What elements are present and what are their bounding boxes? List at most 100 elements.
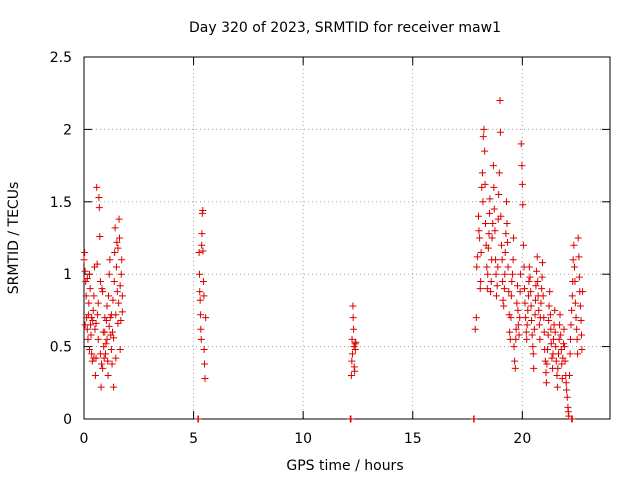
data-point bbox=[560, 325, 568, 333]
data-point bbox=[576, 302, 584, 310]
data-point bbox=[97, 383, 105, 391]
data-point bbox=[481, 180, 489, 188]
data-point bbox=[485, 209, 493, 217]
data-point bbox=[574, 350, 582, 358]
data-point bbox=[479, 198, 487, 206]
data-point bbox=[479, 133, 487, 141]
data-point bbox=[495, 169, 503, 177]
data-point bbox=[198, 241, 206, 249]
data-point bbox=[98, 360, 106, 368]
data-point bbox=[535, 321, 543, 329]
data-point bbox=[348, 357, 356, 365]
data-point bbox=[197, 335, 205, 343]
data-point bbox=[560, 340, 568, 348]
data-point bbox=[507, 314, 515, 322]
data-point bbox=[102, 317, 110, 325]
data-point bbox=[525, 263, 533, 271]
data-point bbox=[476, 285, 484, 293]
x-axis-label: GPS time / hours bbox=[286, 458, 403, 474]
data-point bbox=[553, 383, 561, 391]
data-point bbox=[96, 233, 104, 241]
data-point bbox=[98, 285, 106, 293]
data-point bbox=[573, 325, 581, 333]
data-point bbox=[82, 277, 90, 285]
data-point bbox=[196, 296, 204, 304]
data-point bbox=[531, 296, 539, 304]
data-point bbox=[572, 314, 580, 322]
axis-ticks: 0 0.5 1 1.5 2 2.5 0 5 10 15 20 bbox=[50, 50, 610, 447]
data-point bbox=[197, 325, 205, 333]
data-point bbox=[516, 314, 524, 322]
data-point bbox=[110, 334, 118, 342]
data-point bbox=[196, 270, 204, 278]
data-point bbox=[522, 328, 530, 336]
data-point bbox=[84, 311, 92, 319]
data-point bbox=[566, 350, 574, 358]
data-point bbox=[348, 350, 356, 358]
data-point bbox=[106, 314, 114, 322]
data-point bbox=[510, 234, 518, 242]
data-point bbox=[557, 345, 565, 353]
x-tick-label: 5 bbox=[189, 431, 198, 447]
data-point bbox=[569, 256, 577, 264]
data-point bbox=[349, 302, 357, 310]
data-point bbox=[512, 325, 520, 333]
data-point bbox=[105, 322, 113, 330]
data-point bbox=[478, 169, 486, 177]
data-point bbox=[199, 206, 207, 214]
data-point bbox=[111, 248, 119, 256]
data-point bbox=[552, 357, 560, 365]
data-point bbox=[526, 273, 534, 281]
data-point bbox=[573, 335, 581, 343]
data-point bbox=[521, 285, 529, 293]
data-point bbox=[529, 343, 537, 351]
data-point bbox=[101, 328, 109, 336]
data-point bbox=[118, 292, 126, 300]
data-point bbox=[555, 335, 563, 343]
data-point bbox=[509, 256, 517, 264]
data-point bbox=[95, 204, 103, 212]
data-point bbox=[547, 325, 555, 333]
data-point bbox=[482, 220, 490, 228]
data-point bbox=[492, 256, 500, 264]
data-point bbox=[91, 372, 99, 380]
data-point bbox=[498, 241, 506, 249]
data-point bbox=[524, 306, 532, 314]
y-tick-label: 1 bbox=[63, 267, 72, 283]
data-point bbox=[544, 345, 552, 353]
data-point bbox=[524, 292, 532, 300]
data-point bbox=[115, 299, 123, 307]
data-point bbox=[112, 263, 120, 271]
data-point bbox=[84, 335, 92, 343]
data-point bbox=[496, 96, 504, 104]
data-point bbox=[117, 317, 125, 325]
data-point bbox=[519, 241, 527, 249]
data-point bbox=[90, 292, 98, 300]
data-point bbox=[536, 335, 544, 343]
data-point bbox=[478, 183, 486, 191]
data-point bbox=[540, 314, 548, 322]
data-point bbox=[199, 277, 207, 285]
data-point bbox=[568, 306, 576, 314]
data-point bbox=[539, 292, 547, 300]
data-point bbox=[551, 328, 559, 336]
data-point bbox=[494, 263, 502, 271]
data-point bbox=[480, 125, 488, 133]
data-point bbox=[95, 193, 103, 201]
data-point bbox=[89, 306, 97, 314]
data-point bbox=[117, 270, 125, 278]
data-point bbox=[472, 314, 480, 322]
data-point bbox=[506, 328, 514, 336]
data-point bbox=[565, 372, 573, 380]
data-point bbox=[116, 234, 124, 242]
data-point bbox=[93, 183, 101, 191]
data-point bbox=[541, 357, 549, 365]
data-point bbox=[533, 253, 541, 261]
data-point bbox=[80, 256, 88, 264]
data-point bbox=[94, 335, 102, 343]
data-point bbox=[92, 319, 100, 327]
data-point bbox=[197, 311, 205, 319]
data-point bbox=[525, 277, 533, 285]
data-point bbox=[507, 292, 515, 300]
data-point bbox=[202, 314, 210, 322]
